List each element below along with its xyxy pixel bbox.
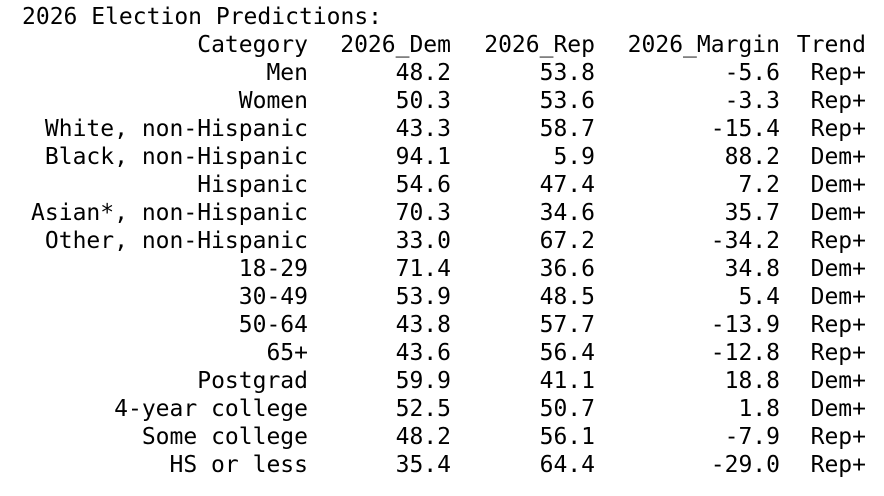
dem-cell: 33.0 bbox=[395, 228, 451, 254]
table-row: HS or less 35.4 64.4 -29.0 Rep+ bbox=[0, 451, 884, 479]
rep-cell: 34.6 bbox=[539, 200, 595, 226]
table-row: Women 50.3 53.6 -3.3 Rep+ bbox=[0, 87, 884, 115]
margin-cell: 7.2 bbox=[738, 172, 780, 198]
dem-cell: 50.3 bbox=[395, 88, 451, 114]
category-cell: Other, non-Hispanic bbox=[44, 228, 308, 254]
dem-cell: 53.9 bbox=[395, 284, 451, 310]
trend-cell: Rep+ bbox=[810, 452, 866, 478]
category-cell: 4-year college bbox=[114, 396, 308, 422]
rep-cell: 36.6 bbox=[539, 256, 595, 282]
table-row: White, non-Hispanic 43.3 58.7 -15.4 Rep+ bbox=[0, 115, 884, 143]
margin-cell: 34.8 bbox=[724, 256, 780, 282]
rep-cell: 50.7 bbox=[539, 396, 595, 422]
trend-cell: Dem+ bbox=[810, 144, 866, 170]
table-header-row: Category 2026_Dem 2026_Rep 2026_Margin T… bbox=[0, 31, 884, 59]
margin-cell: -5.6 bbox=[724, 60, 780, 86]
table-row: Postgrad 59.9 41.1 18.8 Dem+ bbox=[0, 367, 884, 395]
trend-cell: Rep+ bbox=[810, 228, 866, 254]
trend-cell: Rep+ bbox=[810, 312, 866, 338]
rep-cell: 47.4 bbox=[539, 172, 595, 198]
margin-cell: 5.4 bbox=[738, 284, 780, 310]
table-row: 30-49 53.9 48.5 5.4 Dem+ bbox=[0, 283, 884, 311]
dem-cell: 94.1 bbox=[395, 144, 451, 170]
category-cell: Hispanic bbox=[197, 172, 308, 198]
margin-cell: 18.8 bbox=[724, 368, 780, 394]
table-row: 18-29 71.4 36.6 34.8 Dem+ bbox=[0, 255, 884, 283]
margin-cell: -13.9 bbox=[710, 312, 780, 338]
category-cell: Asian*, non-Hispanic bbox=[31, 200, 308, 226]
column-header-dem: 2026_Dem bbox=[340, 32, 451, 58]
table-row: Men 48.2 53.8 -5.6 Rep+ bbox=[0, 59, 884, 87]
category-cell: 50-64 bbox=[238, 312, 308, 338]
category-cell: 65+ bbox=[266, 340, 308, 366]
rep-cell: 5.9 bbox=[553, 144, 595, 170]
dem-cell: 52.5 bbox=[395, 396, 451, 422]
table-row: Some college 48.2 56.1 -7.9 Rep+ bbox=[0, 423, 884, 451]
margin-cell: -7.9 bbox=[724, 424, 780, 450]
table-row: Other, non-Hispanic 33.0 67.2 -34.2 Rep+ bbox=[0, 227, 884, 255]
rep-cell: 53.8 bbox=[539, 60, 595, 86]
margin-cell: -34.2 bbox=[710, 228, 780, 254]
rep-cell: 67.2 bbox=[539, 228, 595, 254]
margin-cell: -12.8 bbox=[710, 340, 780, 366]
category-cell: Black, non-Hispanic bbox=[44, 144, 308, 170]
trend-cell: Rep+ bbox=[810, 116, 866, 142]
trend-cell: Rep+ bbox=[810, 60, 866, 86]
dem-cell: 48.2 bbox=[395, 60, 451, 86]
column-header-rep: 2026_Rep bbox=[484, 32, 595, 58]
rep-cell: 56.4 bbox=[539, 340, 595, 366]
output-title: 2026 Election Predictions: bbox=[22, 4, 383, 30]
dem-cell: 43.6 bbox=[395, 340, 451, 366]
table-row: Black, non-Hispanic 94.1 5.9 88.2 Dem+ bbox=[0, 143, 884, 171]
category-cell: Women bbox=[238, 88, 308, 114]
category-cell: Postgrad bbox=[197, 368, 308, 394]
margin-cell: 35.7 bbox=[724, 200, 780, 226]
dem-cell: 43.8 bbox=[395, 312, 451, 338]
rep-cell: 57.7 bbox=[539, 312, 595, 338]
margin-cell: -15.4 bbox=[710, 116, 780, 142]
trend-cell: Dem+ bbox=[810, 368, 866, 394]
category-cell: 30-49 bbox=[238, 284, 308, 310]
table-row: 4-year college 52.5 50.7 1.8 Dem+ bbox=[0, 395, 884, 423]
table-row: 50-64 43.8 57.7 -13.9 Rep+ bbox=[0, 311, 884, 339]
table-row: Hispanic 54.6 47.4 7.2 Dem+ bbox=[0, 171, 884, 199]
table-row: 65+ 43.6 56.4 -12.8 Rep+ bbox=[0, 339, 884, 367]
margin-cell: 1.8 bbox=[738, 396, 780, 422]
trend-cell: Dem+ bbox=[810, 396, 866, 422]
category-cell: 18-29 bbox=[238, 256, 308, 282]
dem-cell: 54.6 bbox=[395, 172, 451, 198]
rep-cell: 64.4 bbox=[539, 452, 595, 478]
dem-cell: 71.4 bbox=[395, 256, 451, 282]
trend-cell: Dem+ bbox=[810, 284, 866, 310]
trend-cell: Dem+ bbox=[810, 200, 866, 226]
trend-cell: Rep+ bbox=[810, 88, 866, 114]
margin-cell: -3.3 bbox=[724, 88, 780, 114]
column-header-margin: 2026_Margin bbox=[627, 32, 780, 58]
table-row: Asian*, non-Hispanic 70.3 34.6 35.7 Dem+ bbox=[0, 199, 884, 227]
margin-cell: 88.2 bbox=[724, 144, 780, 170]
trend-cell: Rep+ bbox=[810, 424, 866, 450]
dem-cell: 70.3 bbox=[395, 200, 451, 226]
category-cell: HS or less bbox=[169, 452, 308, 478]
dem-cell: 48.2 bbox=[395, 424, 451, 450]
dem-cell: 59.9 bbox=[395, 368, 451, 394]
column-header-category: Category bbox=[197, 32, 308, 58]
rep-cell: 53.6 bbox=[539, 88, 595, 114]
dem-cell: 35.4 bbox=[395, 452, 451, 478]
predictions-table: Category 2026_Dem 2026_Rep 2026_Margin T… bbox=[0, 31, 884, 479]
margin-cell: -29.0 bbox=[710, 452, 780, 478]
trend-cell: Dem+ bbox=[810, 172, 866, 198]
column-header-trend: Trend bbox=[796, 32, 866, 58]
rep-cell: 58.7 bbox=[539, 116, 595, 142]
table-body: Men 48.2 53.8 -5.6 Rep+ Women 50.3 53.6 -3.3 Rep+… bbox=[0, 59, 884, 479]
category-cell: Some college bbox=[141, 424, 308, 450]
category-cell: Men bbox=[266, 60, 308, 86]
trend-cell: Rep+ bbox=[810, 340, 866, 366]
trend-cell: Dem+ bbox=[810, 256, 866, 282]
category-cell: White, non-Hispanic bbox=[44, 116, 308, 142]
dem-cell: 43.3 bbox=[395, 116, 451, 142]
rep-cell: 41.1 bbox=[539, 368, 595, 394]
rep-cell: 48.5 bbox=[539, 284, 595, 310]
rep-cell: 56.1 bbox=[539, 424, 595, 450]
